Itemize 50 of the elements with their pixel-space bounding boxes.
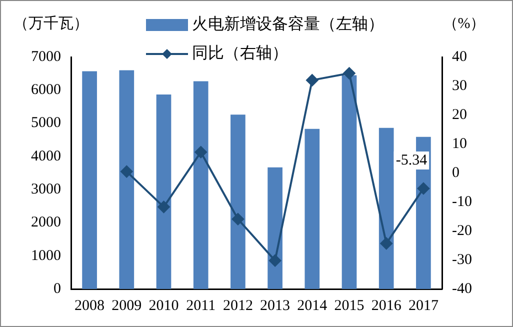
point — [417, 182, 430, 194]
y2-tick-label: 40 — [452, 48, 467, 65]
x-tick-label: 2016 — [371, 298, 402, 314]
bar — [342, 75, 357, 289]
bar — [230, 114, 246, 289]
y-tick-label: 3000 — [31, 182, 61, 198]
point — [232, 213, 244, 226]
y2-tick-label: -20 — [452, 222, 472, 239]
y2-tick-label: -30 — [452, 252, 472, 268]
bar — [268, 167, 282, 289]
y-axis-title: （万千瓦） — [14, 14, 88, 32]
y-tick-label: 5000 — [31, 115, 61, 132]
x-tick-label: 2015 — [334, 298, 364, 314]
bar — [304, 128, 320, 289]
y-tick-label: 0 — [54, 280, 61, 297]
y2-tick-label: 0 — [452, 164, 460, 181]
bar — [82, 71, 97, 289]
point — [194, 146, 207, 158]
y2-tick-label: -40 — [452, 280, 472, 297]
bar — [156, 94, 172, 289]
y-tick-label: 6000 — [31, 82, 61, 98]
point — [158, 200, 170, 213]
x-tick-label: 2009 — [112, 298, 142, 314]
bar — [193, 81, 208, 289]
y2-axis-title: （%） — [442, 16, 486, 32]
y2-tick-label: 20 — [452, 106, 467, 123]
x-tick-label: 2017 — [408, 298, 439, 314]
bar — [378, 128, 394, 289]
x-tick-label: 2010 — [148, 298, 179, 314]
y2-tick-label: 30 — [452, 78, 467, 94]
bar — [119, 70, 134, 289]
point — [306, 74, 318, 86]
y2-tick-label: 10 — [452, 136, 467, 152]
x-tick-label: 2011 — [186, 298, 216, 314]
y2-tick-label: -10 — [452, 194, 472, 210]
y-tick-label: 4000 — [31, 148, 61, 164]
x-tick-label: 2014 — [297, 298, 328, 314]
x-tick-label: 2012 — [222, 298, 253, 314]
y-tick-label: 2000 — [31, 214, 61, 231]
y-tick-label: 1000 — [31, 248, 61, 264]
point — [269, 254, 282, 267]
y-tick-label: 7000 — [31, 48, 61, 65]
legend-label: 同比（右轴） — [192, 44, 288, 62]
point — [380, 237, 392, 250]
data-label: -5.34 — [396, 152, 428, 168]
x-tick-label: 2013 — [260, 298, 290, 314]
point — [343, 67, 356, 80]
x-tick-label: 2008 — [74, 298, 105, 314]
legend-label: 火电新增设备容量（左轴） — [192, 15, 384, 34]
point — [120, 166, 133, 178]
